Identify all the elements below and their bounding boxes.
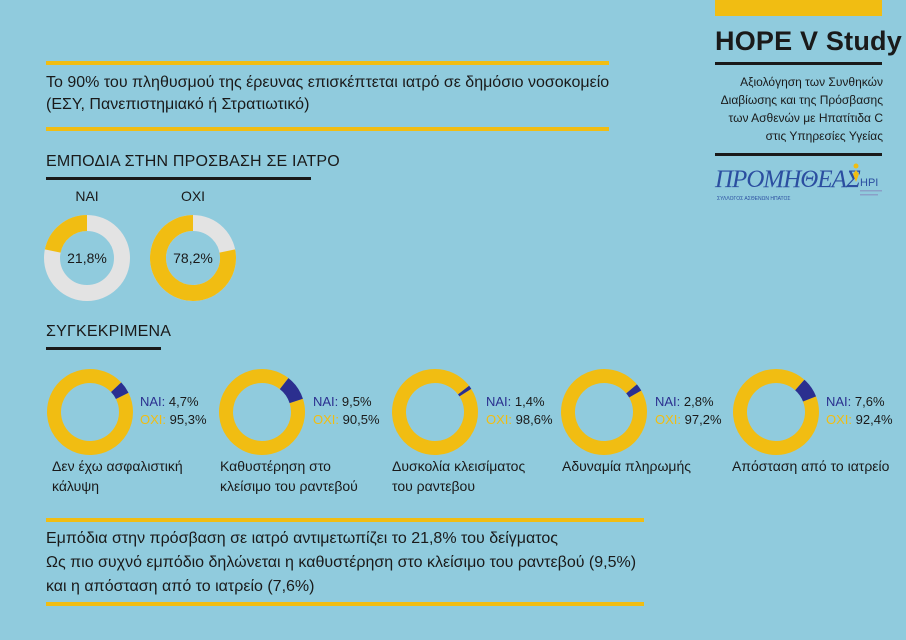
legend-delay: ΝΑΙ: 9,5% ΟΧΙ: 90,5% — [313, 393, 380, 429]
donut-label-oxi: ΟΧΙ — [180, 188, 206, 204]
conclusion-line-3: και η απόσταση από το ιατρείο (7,6%) — [46, 578, 315, 595]
legend-oxi-value: 97,2% — [684, 412, 722, 427]
study-subtitle: Αξιολόγηση των Συνθηκών Διαβίωσης και τη… — [720, 75, 883, 143]
sub-donut-booking-difficulty — [392, 369, 478, 455]
donut-nai-arc — [794, 379, 817, 402]
legend-nai-key: ΝΑΙ: — [486, 394, 512, 409]
legend-oxi-value: 98,6% — [515, 412, 553, 427]
legend-oxi-value: 92,4% — [855, 412, 893, 427]
donut-label-nai: ΝΑΙ — [75, 188, 99, 204]
legend-oxi-key: ΟΧΙ: — [313, 412, 340, 427]
sub-donut-distance — [733, 369, 819, 455]
donut-oxi-arc — [219, 369, 305, 455]
legend-nai-value: 9,5% — [341, 394, 372, 409]
legend-oxi-value: 90,5% — [342, 412, 380, 427]
category-payment: Αδυναμία πληρωμής — [562, 458, 691, 474]
sub-donut-payment — [561, 369, 647, 455]
barriers-section-title: ΕΜΠΟΔΙΑ ΣΤΗΝ ΠΡΟΣΒΑΣΗ ΣΕ ΙΑΤΡΟ — [46, 153, 340, 170]
legend-nai-value: 1,4% — [514, 394, 545, 409]
legend-nai-key: ΝΑΙ: — [826, 394, 852, 409]
conclusion-rule-top — [46, 518, 644, 522]
hpi-logo: HPI — [850, 160, 890, 204]
conclusion-text: Εμπόδια στην πρόσβαση σε ιατρό αντιμετωπ… — [46, 527, 646, 599]
donut-oxi-arc — [733, 369, 819, 455]
study-title: HOPE V Study — [715, 26, 902, 56]
donut-oxi-arc — [392, 369, 478, 455]
donut-nai-arc — [626, 384, 642, 398]
hpi-logo-text: HPI — [860, 177, 878, 189]
donut-value-arc-nai — [44, 215, 88, 254]
intro-text: Το 90% του πληθυσμού της έρευνας επισκέπ… — [46, 74, 610, 113]
legend-nai-key: ΝΑΙ: — [140, 394, 166, 409]
donut-nai-arc — [279, 378, 303, 404]
intro-rule-bottom — [46, 127, 609, 131]
sub-donut-delay — [219, 369, 305, 455]
conclusion-rule-bottom — [46, 602, 644, 606]
category-distance: Απόσταση από το ιατρείο — [732, 458, 890, 474]
category-insurance: Δεν έχω ασφαλιστική κάλυψη — [52, 458, 183, 494]
legend-nai-key: ΝΑΙ: — [313, 394, 339, 409]
donut-value-arc-oxi — [150, 215, 236, 301]
conclusion-line-1: Εμπόδια στην πρόσβαση σε ιατρό αντιμετωπ… — [46, 530, 558, 547]
subtitle-underline — [715, 153, 882, 156]
sub-donut-insurance — [47, 369, 133, 455]
specific-section-title: ΣΥΓΚΕΚΡΙΜΕΝΑ — [46, 323, 172, 340]
specific-title-underline — [46, 347, 161, 350]
donut-center-nai: 21,8% — [67, 250, 107, 266]
barriers-title-underline — [46, 177, 311, 180]
main-donut-nai — [44, 215, 130, 301]
top-accent-bar — [715, 0, 882, 16]
donut-center-oxi: 78,2% — [173, 250, 213, 266]
donut-oxi-arc — [47, 369, 133, 455]
donut-nai-arc — [457, 385, 472, 397]
title-underline — [715, 62, 882, 65]
legend-oxi-key: ΟΧΙ: — [655, 412, 682, 427]
prometheas-logo: ΠΡΟΜΗΘΕΑΣ — [715, 166, 861, 193]
main-donut-oxi — [150, 215, 236, 301]
legend-booking-difficulty: ΝΑΙ: 1,4% ΟΧΙ: 98,6% — [486, 393, 553, 429]
legend-distance: ΝΑΙ: 7,6% ΟΧΙ: 92,4% — [826, 393, 893, 429]
legend-oxi-value: 95,3% — [169, 412, 207, 427]
legend-nai-value: 2,8% — [683, 394, 714, 409]
donut-oxi-arc — [561, 369, 647, 455]
legend-nai-key: ΝΑΙ: — [655, 394, 681, 409]
legend-nai-value: 4,7% — [168, 394, 199, 409]
prometheas-logo-subtext: ΣΥΛΛΟΓΟΣ ΑΣΘΕΝΩΝ ΗΠΑΤΟΣ — [717, 196, 791, 202]
legend-oxi-key: ΟΧΙ: — [140, 412, 167, 427]
legend-oxi-key: ΟΧΙ: — [486, 412, 513, 427]
legend-insurance: ΝΑΙ: 4,7% ΟΧΙ: 95,3% — [140, 393, 207, 429]
category-delay: Καθυστέρηση στο κλείσιμο του ραντεβού — [220, 458, 358, 494]
legend-nai-value: 7,6% — [854, 394, 885, 409]
legend-payment: ΝΑΙ: 2,8% ΟΧΙ: 97,2% — [655, 393, 722, 429]
intro-rule-top — [46, 61, 609, 65]
conclusion-line-2: Ως πιο συχνό εμπόδιο δηλώνεται η καθυστέ… — [46, 554, 637, 571]
category-booking-difficulty: Δυσκολία κλεισίματος του ραντεβου — [392, 458, 526, 494]
donut-nai-arc — [110, 382, 129, 400]
legend-oxi-key: ΟΧΙ: — [826, 412, 853, 427]
